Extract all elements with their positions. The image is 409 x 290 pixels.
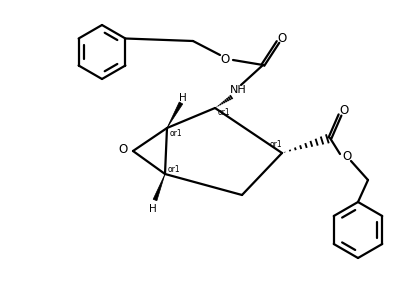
Text: or1: or1 [270, 140, 282, 150]
Text: O: O [277, 32, 286, 46]
Text: O: O [118, 144, 127, 157]
Text: H: H [149, 204, 157, 214]
Polygon shape [166, 102, 182, 128]
Text: O: O [339, 104, 348, 117]
Text: NH: NH [229, 85, 246, 95]
Text: or1: or1 [168, 164, 180, 173]
Text: or1: or1 [170, 130, 182, 139]
Text: H: H [179, 93, 187, 103]
Polygon shape [153, 174, 164, 201]
Text: or1: or1 [218, 108, 230, 117]
Text: O: O [220, 53, 229, 66]
Text: O: O [342, 151, 351, 164]
